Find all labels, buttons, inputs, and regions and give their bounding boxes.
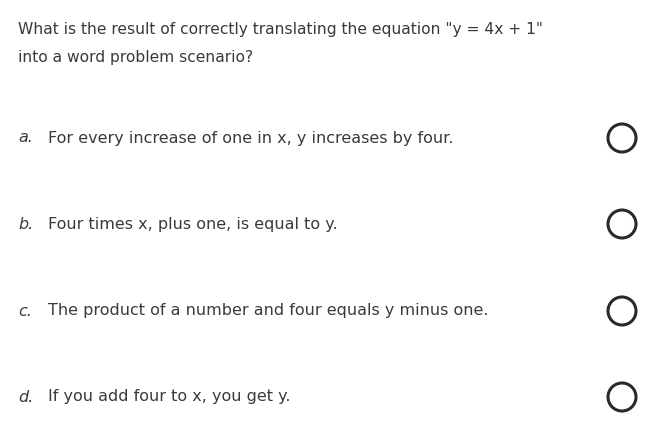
Text: What is the result of correctly translating the equation "y = 4x + 1": What is the result of correctly translat… xyxy=(18,22,543,37)
Text: The product of a number and four equals y minus one.: The product of a number and four equals … xyxy=(48,303,489,318)
Text: Four times x, plus one, is equal to y.: Four times x, plus one, is equal to y. xyxy=(48,216,337,232)
Text: b.: b. xyxy=(18,216,33,232)
Text: If you add four to x, you get y.: If you add four to x, you get y. xyxy=(48,389,291,405)
Text: c.: c. xyxy=(18,303,32,318)
Text: d.: d. xyxy=(18,389,33,405)
Text: a.: a. xyxy=(18,130,33,145)
Text: For every increase of one in x, y increases by four.: For every increase of one in x, y increa… xyxy=(48,130,453,145)
Text: into a word problem scenario?: into a word problem scenario? xyxy=(18,50,253,65)
